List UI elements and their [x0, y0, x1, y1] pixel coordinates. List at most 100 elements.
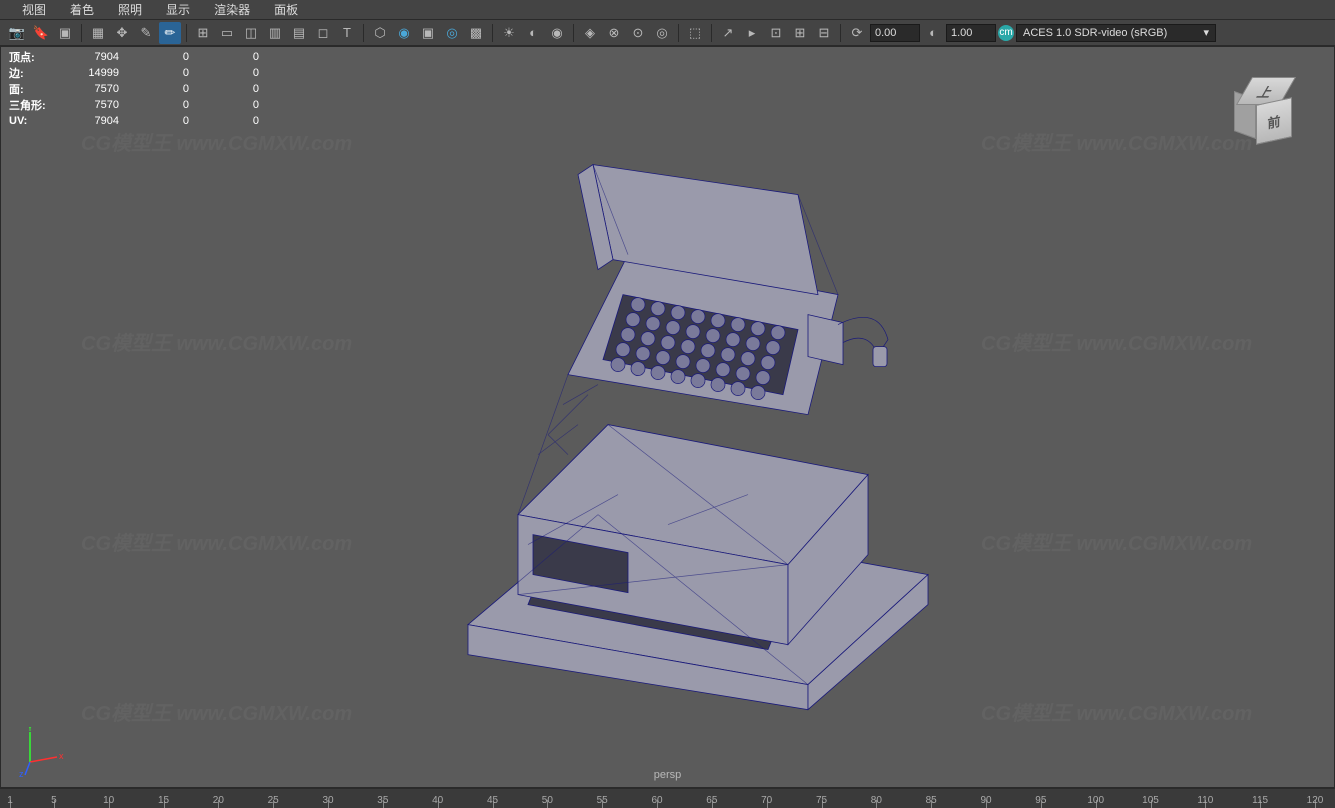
- grease-pencil-icon[interactable]: ✎: [135, 22, 157, 44]
- timeline-tick-label: 120: [1307, 795, 1324, 806]
- ao-icon[interactable]: ◐: [522, 22, 544, 44]
- hud-row-verts: 顶点: 7904 0 0: [9, 49, 279, 65]
- viewcube[interactable]: 上 前: [1234, 77, 1304, 147]
- timeline-tick-label: 50: [542, 795, 553, 806]
- color-space-dropdown[interactable]: ACES 1.0 SDR-video (sRGB) ▾: [1016, 24, 1216, 42]
- field-chart-icon[interactable]: ▤: [288, 22, 310, 44]
- hud-row-uvs: UV: 7904 0 0: [9, 113, 279, 129]
- select-camera-icon[interactable]: 📷: [6, 22, 28, 44]
- timeline-tick-label: 65: [706, 795, 717, 806]
- exposure-field[interactable]: 0.00: [870, 24, 920, 42]
- timeline-tick-label: 115: [1252, 795, 1268, 806]
- timeline-tick-label: 45: [487, 795, 498, 806]
- timeline-tick-label: 75: [816, 795, 827, 806]
- safe-action-icon[interactable]: ◻: [312, 22, 334, 44]
- wireframe-icon[interactable]: ⬡: [369, 22, 391, 44]
- menu-bar: 视图 着色 照明 显示 渲染器 面板: [0, 0, 1335, 20]
- watermark: CG模型王 www.CGMXW.com: [981, 127, 1252, 156]
- motion-blur-icon[interactable]: ◉: [546, 22, 568, 44]
- watermark: CG模型王 www.CGMXW.com: [981, 327, 1252, 356]
- timeline-tick-label: 10: [103, 795, 114, 806]
- menu-panel[interactable]: 面板: [262, 0, 310, 20]
- timeline-tick-label: 30: [322, 795, 333, 806]
- film-gate-icon[interactable]: ▭: [216, 22, 238, 44]
- timeline-tick-label: 85: [926, 795, 937, 806]
- chevron-down-icon: ▾: [1203, 26, 1209, 39]
- hud-row-faces: 面: 7570 0 0: [9, 81, 279, 97]
- separator: [492, 24, 493, 42]
- grease-pencil-active-icon[interactable]: ✏: [159, 22, 181, 44]
- timeline[interactable]: 1510152025303540455055606570758085909510…: [0, 788, 1335, 808]
- menu-shading[interactable]: 着色: [58, 0, 106, 20]
- watermark: CG模型王 www.CGMXW.com: [981, 697, 1252, 726]
- hud-row-edges: 边: 14999 0 0: [9, 65, 279, 81]
- menu-renderer[interactable]: 渲染器: [202, 0, 262, 20]
- depth-of-field-icon[interactable]: ◎: [651, 22, 673, 44]
- timeline-tick-label: 110: [1197, 795, 1213, 806]
- axis-x-label: x: [59, 751, 64, 761]
- timeline-tick-label: 100: [1087, 795, 1104, 806]
- xray-icon[interactable]: ◈: [579, 22, 601, 44]
- gate-mask-icon[interactable]: ▥: [264, 22, 286, 44]
- refresh-icon[interactable]: ⟳: [846, 22, 868, 44]
- grid-icon[interactable]: ⊞: [192, 22, 214, 44]
- camera-label: persp: [654, 769, 682, 781]
- axis-y-label: Y: [27, 727, 33, 733]
- timeline-tick-label: 70: [761, 795, 772, 806]
- timeline-tick-label: 90: [980, 795, 991, 806]
- timeline-tick-label: 15: [158, 795, 169, 806]
- 2d-pan-icon[interactable]: ✥: [111, 22, 133, 44]
- axis-gizmo: Y x z: [15, 727, 65, 777]
- separator: [363, 24, 364, 42]
- isolate-select-icon[interactable]: ⬚: [684, 22, 706, 44]
- isolate-icon[interactable]: ⊙: [627, 22, 649, 44]
- light-icon[interactable]: ☀: [498, 22, 520, 44]
- color-mgmt-icon[interactable]: cm: [998, 25, 1014, 41]
- menu-display[interactable]: 显示: [154, 0, 202, 20]
- timeline-tick-label: 80: [871, 795, 882, 806]
- viewport[interactable]: CG模型王 www.CGMXW.com CG模型王 www.CGMXW.com …: [0, 46, 1335, 788]
- smooth-shade-icon[interactable]: ◉: [393, 22, 415, 44]
- separator: [573, 24, 574, 42]
- hud-row-tris: 三角形: 7570 0 0: [9, 97, 279, 113]
- separator: [186, 24, 187, 42]
- snap-3-icon[interactable]: ⊞: [789, 22, 811, 44]
- gamma-field[interactable]: 1.00: [946, 24, 996, 42]
- bookmark-icon[interactable]: 🔖: [30, 22, 52, 44]
- watermark: CG模型王 www.CGMXW.com: [981, 527, 1252, 556]
- xray-joints-icon[interactable]: ⊗: [603, 22, 625, 44]
- separator: [711, 24, 712, 42]
- axis-z-label: z: [19, 769, 24, 777]
- use-all-lights-icon[interactable]: ▣: [417, 22, 439, 44]
- safe-title-icon[interactable]: T: [336, 22, 358, 44]
- separator: [81, 24, 82, 42]
- separator: [678, 24, 679, 42]
- timeline-tick-label: 105: [1142, 795, 1159, 806]
- menu-view[interactable]: 视图: [10, 0, 58, 20]
- watermark: CG模型王 www.CGMXW.com: [81, 327, 352, 356]
- viewport-toolbar: 📷 🔖 ▣ ▦ ✥ ✎ ✏ ⊞ ▭ ◫ ▥ ▤ ◻ T ⬡ ◉ ▣ ◎ ▩ ☀ …: [0, 20, 1335, 46]
- snap-4-icon[interactable]: ⊟: [813, 22, 835, 44]
- timeline-tick-label: 20: [213, 795, 224, 806]
- color-space-value: ACES 1.0 SDR-video (sRGB): [1023, 27, 1167, 39]
- snap-1-icon[interactable]: ▸: [741, 22, 763, 44]
- expose-icon[interactable]: ↗: [717, 22, 739, 44]
- watermark: CG模型王 www.CGMXW.com: [81, 697, 352, 726]
- timeline-tick-label: 1: [7, 795, 13, 806]
- timeline-tick-label: 60: [651, 795, 662, 806]
- gamma-icon[interactable]: ◐: [922, 22, 944, 44]
- timeline-tick-label: 55: [597, 795, 608, 806]
- image-plane-icon[interactable]: ▦: [87, 22, 109, 44]
- timeline-tick-label: 25: [268, 795, 279, 806]
- timeline-tick-label: 5: [51, 795, 57, 806]
- shadows-icon[interactable]: ◎: [441, 22, 463, 44]
- watermark: CG模型王 www.CGMXW.com: [81, 527, 352, 556]
- viewcube-front[interactable]: 前: [1256, 97, 1292, 145]
- texture-icon[interactable]: ▩: [465, 22, 487, 44]
- snap-2-icon[interactable]: ⊡: [765, 22, 787, 44]
- resolution-gate-icon[interactable]: ◫: [240, 22, 262, 44]
- timeline-tick-label: 40: [432, 795, 443, 806]
- camera-icon[interactable]: ▣: [54, 22, 76, 44]
- menu-lighting[interactable]: 照明: [106, 0, 154, 20]
- watermark: CG模型王 www.CGMXW.com: [81, 127, 352, 156]
